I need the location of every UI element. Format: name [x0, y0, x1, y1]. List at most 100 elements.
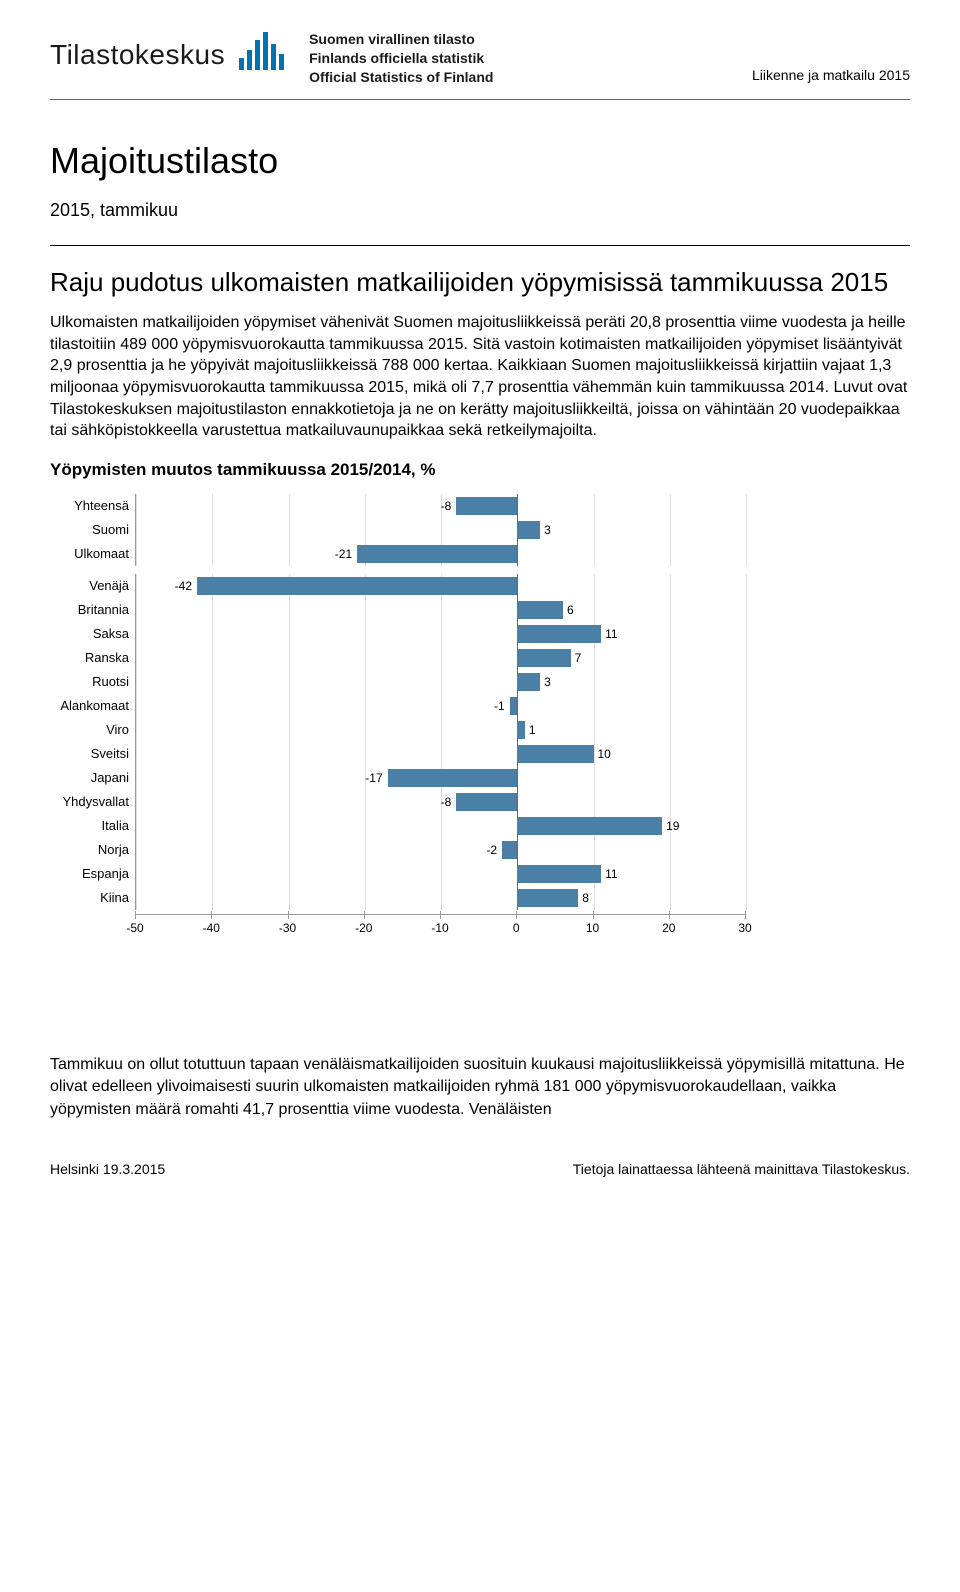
chart-bar	[388, 769, 518, 787]
chart-plot-cell: 6	[135, 598, 745, 622]
chart-x-axis: -50-40-30-20-100102030	[50, 914, 745, 934]
chart-bar	[517, 865, 601, 883]
chart-bar-value: 6	[567, 603, 574, 617]
footer-citation: Tietoja lainattaessa lähteenä mainittava…	[573, 1161, 910, 1177]
chart-bar-value: 3	[544, 523, 551, 537]
chart-bar	[517, 521, 540, 539]
chart-axis-tick-label: -50	[126, 921, 143, 935]
chart-category-label: Japani	[50, 770, 135, 785]
chart-bar	[517, 721, 525, 739]
chart-bar-value: -17	[365, 771, 382, 785]
chart-plot-cell: -1	[135, 694, 745, 718]
chart-row: Kiina 8	[50, 886, 745, 910]
chart-row: Britannia 6	[50, 598, 745, 622]
chart-plot-cell: 19	[135, 814, 745, 838]
official-line: Finlands officiella statistik	[309, 49, 493, 68]
chart-row: Venäjä-42	[50, 574, 745, 598]
chart-bar	[517, 817, 662, 835]
chart-row: Norja-2	[50, 838, 745, 862]
chart-axis-tick-label: -20	[355, 921, 372, 935]
chart-plot-cell: -17	[135, 766, 745, 790]
chart-plot-cell: 1	[135, 718, 745, 742]
chart-bar	[517, 673, 540, 691]
chart-category-label: Britannia	[50, 602, 135, 617]
chart-bar	[456, 793, 517, 811]
chart-bar-value: 11	[605, 627, 617, 641]
chart-bar-value: 8	[582, 891, 589, 905]
chart-row: Viro1	[50, 718, 745, 742]
chart-category-label: Ruotsi	[50, 674, 135, 689]
chart-plot-cell: 11	[135, 622, 745, 646]
chart-plot-cell: -8	[135, 790, 745, 814]
official-line: Suomen virallinen tilasto	[309, 30, 493, 49]
footer-date: Helsinki 19.3.2015	[50, 1161, 165, 1177]
chart-row: Yhdysvallat -8	[50, 790, 745, 814]
page-footer: Helsinki 19.3.2015 Tietoja lainattaessa …	[50, 1161, 910, 1177]
chart-plot-cell: 10	[135, 742, 745, 766]
chart-axis-tick-label: 30	[738, 921, 751, 935]
chart-row: Saksa 11	[50, 622, 745, 646]
chart-axis-tick-label: -40	[203, 921, 220, 935]
chart-bar	[502, 841, 517, 859]
chart-category-label: Ranska	[50, 650, 135, 665]
bar-chart: Yhteensä-8Suomi3Ulkomaat-21Venäjä-42Brit…	[50, 494, 745, 934]
chart-category-label: Suomi	[50, 522, 135, 537]
chart-bar	[517, 601, 563, 619]
chart-bar	[456, 497, 517, 515]
page-header: Tilastokeskus Suomen virallinen tilasto …	[50, 30, 910, 100]
chart-bar	[517, 649, 570, 667]
chart-bar	[357, 545, 517, 563]
chart-row: Espanja 11	[50, 862, 745, 886]
chart-bar-value: 19	[666, 819, 679, 833]
chart-category-label: Italia	[50, 818, 135, 833]
chart-plot-cell: 3	[135, 670, 745, 694]
chart-plot-cell: -21	[135, 542, 745, 566]
chart-bar-value: 1	[529, 723, 536, 737]
chart-bar-value: -21	[335, 547, 352, 561]
chart-category-label: Venäjä	[50, 578, 135, 593]
chart-category-label: Espanja	[50, 866, 135, 881]
chart-plot-cell: -42	[135, 574, 745, 598]
section-divider	[50, 245, 910, 246]
chart-row: Japani -17	[50, 766, 745, 790]
chart-plot-cell: 11	[135, 862, 745, 886]
chart-axis-tick-label: -30	[279, 921, 296, 935]
chart-axis-tick-label: -10	[431, 921, 448, 935]
chart-bar	[517, 889, 578, 907]
chart-category-label: Kiina	[50, 890, 135, 905]
chart-plot-cell: 7	[135, 646, 745, 670]
chart-title: Yöpymisten muutos tammikuussa 2015/2014,…	[50, 460, 910, 480]
chart-plot-cell: -8	[135, 494, 745, 518]
chart-bar-value: -2	[486, 843, 497, 857]
chart-category-label: Yhdysvallat	[50, 794, 135, 809]
chart-category-label: Yhteensä	[50, 498, 135, 513]
lead-heading: Raju pudotus ulkomaisten matkailijoiden …	[50, 266, 910, 299]
logo-block: Tilastokeskus	[50, 30, 289, 79]
chart-row: Ranska7	[50, 646, 745, 670]
page-subtitle: 2015, tammikuu	[50, 200, 910, 221]
chart-axis-tick-label: 0	[513, 921, 520, 935]
bars-icon	[237, 30, 289, 79]
chart-row: Suomi 3	[50, 518, 745, 542]
chart-bar-value: 3	[544, 675, 551, 689]
body-text: Ulkomaisten matkailijoiden yöpymiset väh…	[50, 312, 910, 442]
official-stats-block: Suomen virallinen tilasto Finlands offic…	[309, 30, 493, 87]
chart-category-label: Sveitsi	[50, 746, 135, 761]
chart-bar	[197, 577, 517, 595]
chart-plot-cell: 8	[135, 886, 745, 910]
chart-row: Sveitsi10	[50, 742, 745, 766]
chart-bar-value: -8	[441, 795, 452, 809]
chart-bar-value: -1	[494, 699, 505, 713]
chart-row: Yhteensä-8	[50, 494, 745, 518]
chart-category-label: Saksa	[50, 626, 135, 641]
chart-axis-tick-label: 20	[662, 921, 675, 935]
official-line: Official Statistics of Finland	[309, 68, 493, 87]
chart-row: Alankomaat-1	[50, 694, 745, 718]
chart-bar	[510, 697, 518, 715]
chart-row: Ulkomaat-21	[50, 542, 745, 566]
page-title: Majoitustilasto	[50, 140, 910, 182]
chart-row: Ruotsi 3	[50, 670, 745, 694]
chart-bar-value: 11	[605, 867, 617, 881]
category-label: Liikenne ja matkailu 2015	[752, 67, 910, 87]
chart-plot-cell: -2	[135, 838, 745, 862]
